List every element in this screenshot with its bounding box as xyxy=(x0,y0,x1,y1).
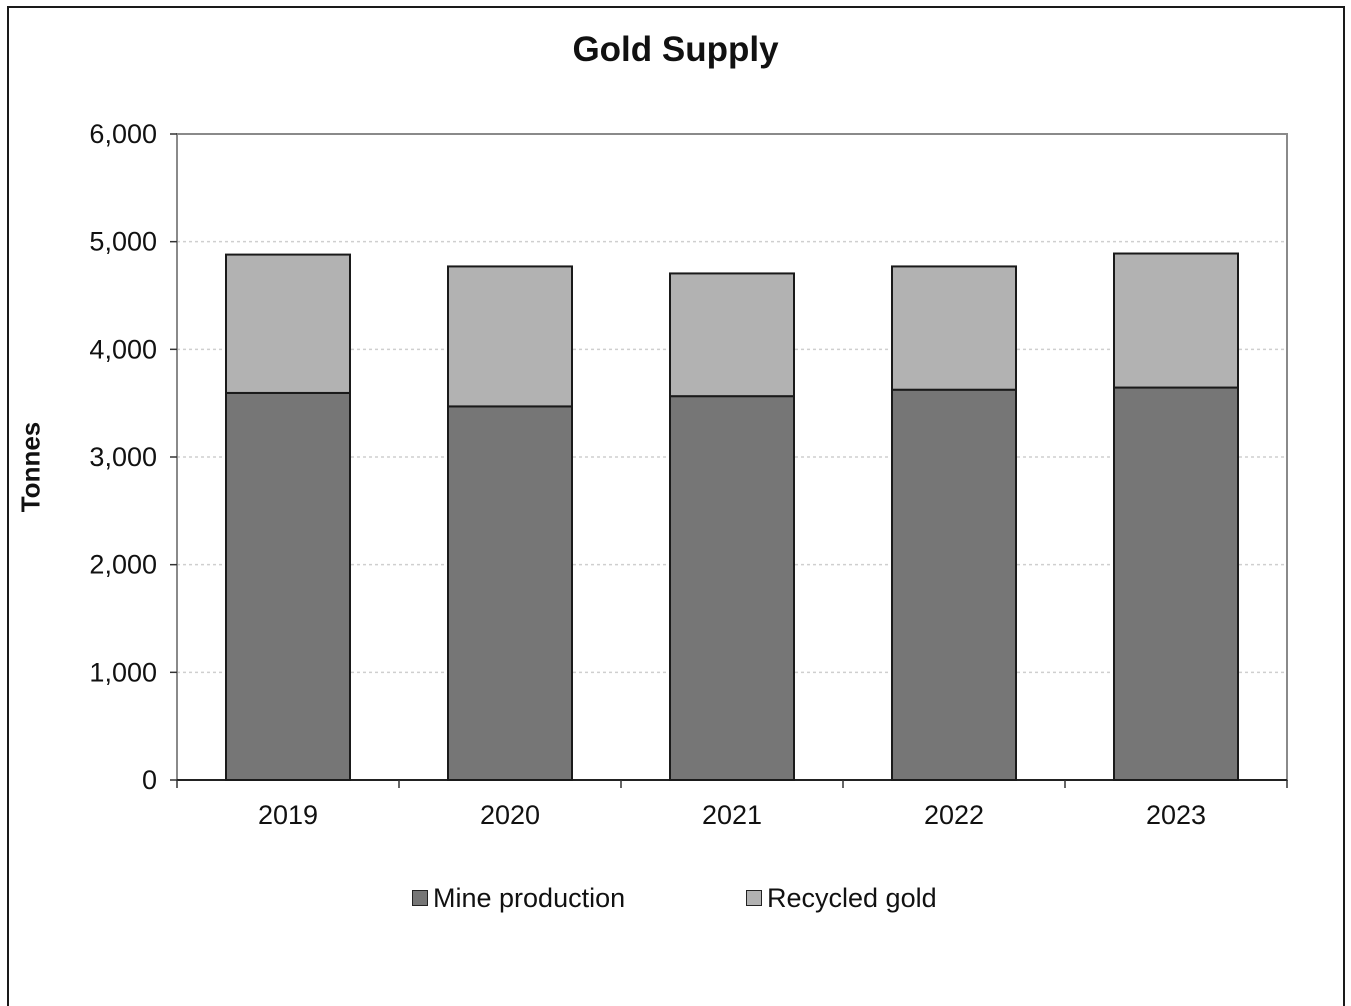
chart-title: Gold Supply xyxy=(572,30,779,69)
legend-swatch-recycled-gold xyxy=(746,890,762,906)
bar-recycled-gold-2022 xyxy=(891,265,1017,391)
bar-recycled-gold-2019 xyxy=(225,253,351,394)
x-tick-label-2020: 2020 xyxy=(480,800,540,830)
y-tick-label-6: 6,000 xyxy=(89,119,157,149)
bar-mine-production-2023 xyxy=(1113,386,1239,781)
bar-recycled-gold-2023 xyxy=(1113,252,1239,389)
x-tick-label-2021: 2021 xyxy=(702,800,762,830)
x-tick-label-2022: 2022 xyxy=(924,800,984,830)
bar-mine-production-2020 xyxy=(447,405,573,781)
legend-item-recycled-gold: Recycled gold xyxy=(746,881,937,915)
y-tick-label-5: 5,000 xyxy=(89,227,157,257)
y-tick-label-0: 0 xyxy=(142,765,157,795)
bar-mine-production-2019 xyxy=(225,391,351,781)
y-tick-label-3: 3,000 xyxy=(89,442,157,472)
y-tick-label-1: 1,000 xyxy=(89,657,157,687)
legend-label-recycled-gold: Recycled gold xyxy=(767,882,937,913)
legend-item-mine-production: Mine production xyxy=(412,881,625,915)
bar-recycled-gold-2021 xyxy=(669,272,795,398)
x-tick-label-2019: 2019 xyxy=(258,800,318,830)
y-tick-label-2: 2,000 xyxy=(89,550,157,580)
bar-recycled-gold-2020 xyxy=(447,265,573,408)
bar-mine-production-2022 xyxy=(891,388,1017,781)
legend-label-mine-production: Mine production xyxy=(433,882,626,913)
legend-swatch-mine-production xyxy=(412,890,428,906)
y-tick-label-4: 4,000 xyxy=(89,334,157,364)
bar-mine-production-2021 xyxy=(669,395,795,781)
x-tick-label-2023: 2023 xyxy=(1146,800,1206,830)
